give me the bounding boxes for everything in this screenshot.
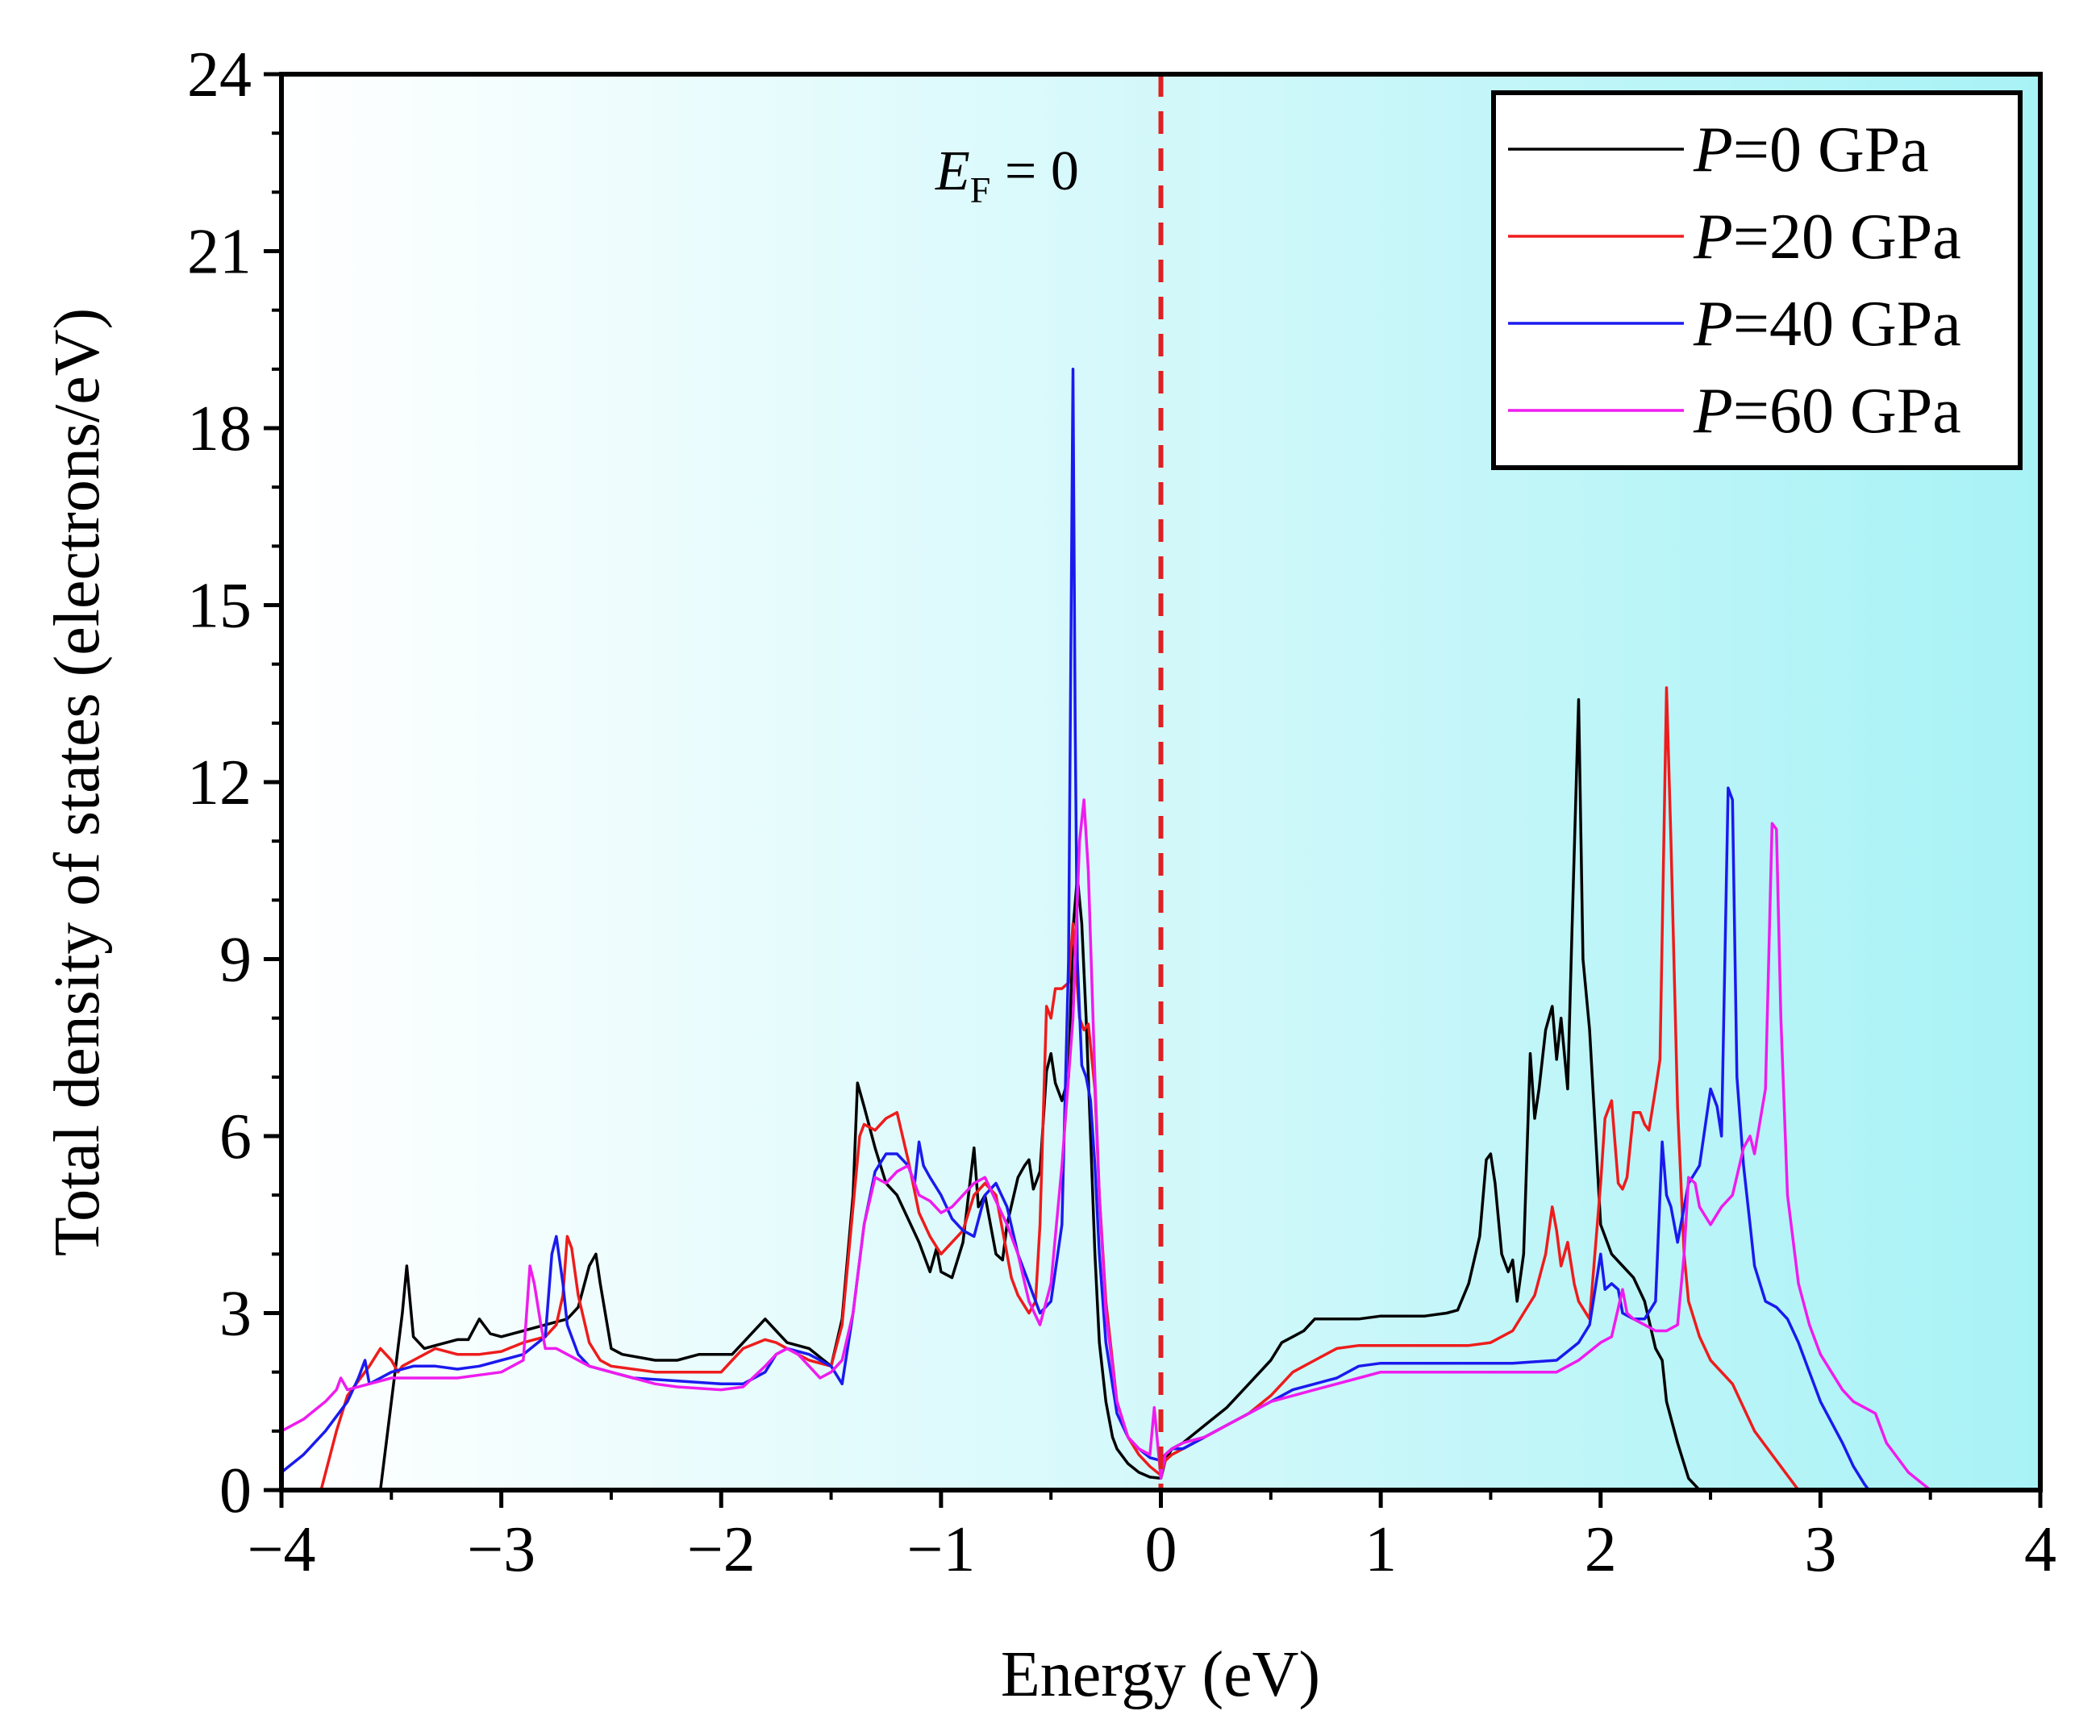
y-tick-label: 15 bbox=[187, 571, 252, 642]
series-line-60-gpa bbox=[281, 798, 1931, 1490]
legend-label: P=0 GPa bbox=[1693, 114, 1929, 185]
x-tick-label: −3 bbox=[467, 1514, 535, 1585]
x-tick-label: 3 bbox=[1804, 1514, 1836, 1585]
y-tick-label: 18 bbox=[187, 393, 252, 464]
x-tick-label: −4 bbox=[247, 1514, 315, 1585]
x-axis-label: Energy (eV) bbox=[1001, 1639, 1320, 1710]
series-line-0-gpa bbox=[378, 697, 1733, 1490]
y-axis-label: Total density of states (electrons/eV) bbox=[42, 308, 113, 1256]
y-axis: 0 3 6 9 12 15 18 21 24 bbox=[187, 40, 281, 1526]
legend-box bbox=[1491, 90, 2023, 470]
series-layer bbox=[281, 368, 1931, 1490]
legend-label: P=20 GPa bbox=[1693, 202, 1961, 273]
legend-label: P=60 GPa bbox=[1693, 376, 1961, 447]
y-tick-label: 3 bbox=[219, 1279, 252, 1350]
x-tick-label: 0 bbox=[1145, 1514, 1177, 1585]
series-line-20-gpa bbox=[319, 686, 1800, 1490]
y-tick-label: 6 bbox=[219, 1101, 252, 1172]
y-tick-label: 12 bbox=[187, 747, 252, 818]
x-tick-label: 2 bbox=[1585, 1514, 1617, 1585]
y-tick-label: 9 bbox=[219, 925, 252, 996]
y-tick-label: 24 bbox=[187, 40, 252, 110]
x-tick-label: −2 bbox=[687, 1514, 756, 1585]
legend: P=0 GPa P=20 GPa P=40 GPa P=60 GPa bbox=[1491, 90, 2023, 470]
y-tick-label: 21 bbox=[187, 217, 252, 288]
x-axis: −4 −3 −2 −1 0 1 2 3 4 bbox=[247, 1490, 2056, 1585]
x-tick-label: 4 bbox=[2024, 1514, 2056, 1585]
x-tick-label: −1 bbox=[906, 1514, 975, 1585]
y-tick-label: 0 bbox=[219, 1455, 252, 1526]
legend-label: P=40 GPa bbox=[1693, 289, 1961, 360]
fermi-level-label: EF = 0 bbox=[935, 140, 1079, 210]
x-tick-label: 1 bbox=[1365, 1514, 1397, 1585]
